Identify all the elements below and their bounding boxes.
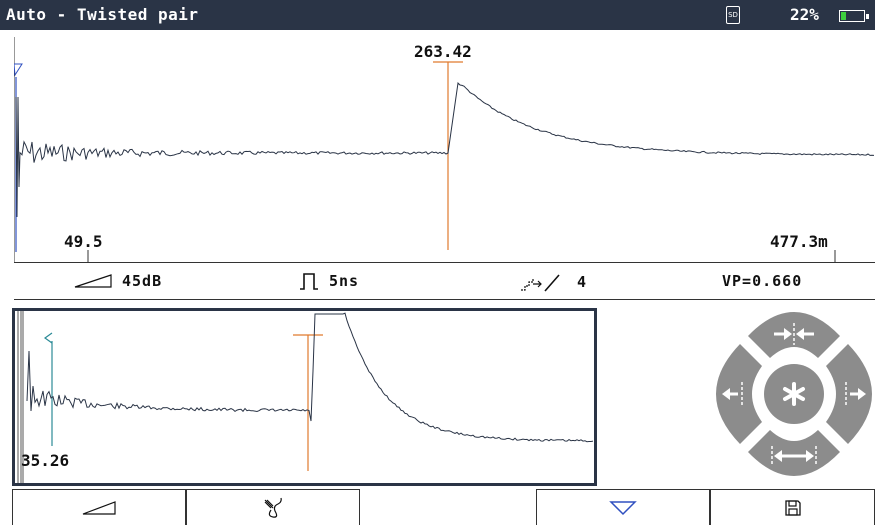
gain-value: 45dB [122,272,163,290]
marker-softkey[interactable] [536,489,710,525]
zoom-trace-line [26,312,594,443]
asterisk-icon [783,382,805,406]
start-marker-triangle [13,63,23,77]
zoom-in-arrows-icon [774,323,814,345]
zoom-out-button[interactable] [748,430,840,476]
pulse-icon [300,273,318,290]
save-disk-icon [784,499,801,516]
pulse-width-param[interactable]: 5ns [299,272,359,290]
vp-param[interactable]: VP=0.660 [722,272,802,290]
start-distance-label: 49.5 [64,232,103,251]
zoom-out-arrows-icon [771,446,817,466]
zoom-marker-label: 35.26 [21,451,70,470]
pulse-width-value: 5ns [329,272,360,290]
cable-probe-icon [264,497,282,518]
averaging-value: 4 [577,273,588,291]
center-button[interactable] [764,364,824,424]
main-trace-line [15,81,875,218]
battery-level-fill [841,12,846,20]
move-left-button[interactable] [716,344,762,444]
save-softkey[interactable] [710,489,875,525]
mode-title: Auto - Twisted pair [6,5,199,24]
title-bar: Auto - Twisted pair SD 22% [0,0,875,30]
averaging-param[interactable]: 4 [519,272,587,292]
battery-icon [839,10,869,22]
zoom-trace-view[interactable]: 35.26 [12,308,597,486]
gain-ramp-icon [74,274,112,288]
marker-triangle-icon [609,500,637,515]
battery-percent: 22% [790,5,819,24]
gain-softkey[interactable] [12,489,186,525]
averaging-icon [521,274,560,292]
zoom-plot [17,311,594,483]
vp-value: VP=0.660 [722,272,803,290]
cursor-distance-label: 263.42 [414,42,472,61]
move-left-icon [722,382,743,406]
zoom-marker-triangle [43,332,53,344]
sd-card-icon: SD [726,6,740,24]
gain-param[interactable]: 45dB [74,272,162,290]
gain-ramp-icon [82,500,116,515]
cable-softkey[interactable] [186,489,360,525]
end-distance-label: 477.3m [770,232,828,251]
navigation-dpad [712,306,875,482]
parameter-bar: 45dB 5ns 4 VP=0.660 [14,262,875,300]
zoom-in-button[interactable] [748,312,840,358]
move-right-button[interactable] [826,344,872,444]
trace-plot [13,37,875,262]
softkey-bar [12,489,875,525]
move-right-icon [845,382,866,406]
main-trace-view[interactable]: 263.42 49.5 477.3m [13,37,875,262]
